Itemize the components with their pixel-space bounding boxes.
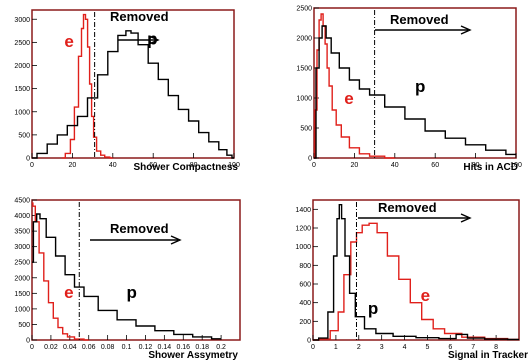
y-tick-label: 0: [26, 156, 30, 163]
series-label-p: p: [368, 299, 378, 318]
y-tick-label: 1500: [14, 291, 30, 298]
x-axis-label: Hits in ACD: [463, 162, 518, 173]
x-tick-label: 100: [510, 162, 522, 169]
histogram-p: [313, 204, 519, 341]
histogram-e: [314, 13, 395, 159]
series-label-p: p: [415, 77, 425, 96]
x-tick-label: 7: [471, 344, 475, 351]
x-tick-label: 80: [190, 162, 198, 169]
y-tick-label: 2000: [14, 275, 30, 282]
panel-signal-in-tracker: 0 200 400 600 800 1000 1200 1400 0 1 2 3 4 5 6 7 8 Remov…: [295, 199, 528, 361]
panel-shower-assymetry: 0 500 1000 1500 2000 2500 3000 3500 4000 4500 0 0.0…: [14, 198, 241, 361]
y-tick-label: 4500: [14, 198, 30, 205]
x-axis-label: Shower Assymetry: [148, 350, 238, 361]
removed-arrowhead: [460, 25, 472, 35]
y-tick-label: 1500: [296, 66, 312, 73]
series-label-p: p: [127, 283, 137, 302]
x-tick-label: 0.02: [44, 344, 58, 351]
y-tick-label: 3000: [14, 244, 30, 251]
removed-arrowhead: [460, 213, 472, 223]
y-tick-label: 800: [299, 263, 311, 270]
x-tick-label: 40: [391, 162, 399, 169]
x-tick-label: 0.14: [158, 344, 172, 351]
plot-frame: [31, 9, 235, 159]
y-tick-label: 500: [18, 132, 30, 139]
y-tick-label: 600: [299, 282, 311, 289]
x-tick-label: 20: [69, 162, 77, 169]
series-label-p: p: [147, 30, 157, 49]
x-tick-label: 0.12: [139, 344, 153, 351]
series-label-e: e: [64, 32, 73, 51]
removed-arrowhead: [148, 35, 160, 45]
y-tick-label: 1200: [295, 226, 311, 233]
plot-frame: [312, 199, 520, 341]
y-tick-label: 400: [299, 300, 311, 307]
x-tick-label: 100: [228, 162, 240, 169]
panel-hits-in-acd: 0 500 1000 1500 2000 2500 0 20 40 60 80 100 Removed…: [296, 6, 522, 174]
x-axis-label: Signal in Tracker: [448, 350, 528, 361]
y-tick-label: 1400: [295, 207, 311, 214]
x-tick-label: 60: [149, 162, 157, 169]
y-tick-label: 0: [308, 156, 312, 163]
x-tick-label: 4: [403, 344, 407, 351]
x-tick-label: 0.2: [216, 344, 226, 351]
x-tick-label: 5: [425, 344, 429, 351]
x-tick-label: 0.18: [195, 344, 209, 351]
y-tick-label: 2000: [296, 36, 312, 43]
x-tick-label: 1: [334, 344, 338, 351]
x-tick-label: 6: [448, 344, 452, 351]
y-tick-label: 1000: [14, 306, 30, 313]
x-tick-label: 2: [357, 344, 361, 351]
y-tick-label: 3000: [14, 17, 30, 24]
y-tick-label: 2500: [296, 6, 312, 13]
removed-label: Removed: [110, 221, 169, 236]
x-tick-label: 0.06: [82, 344, 96, 351]
x-tick-label: 60: [431, 162, 439, 169]
removed-label: Removed: [110, 9, 169, 24]
y-tick-label: 2000: [14, 63, 30, 70]
series-label-e: e: [421, 286, 430, 305]
x-axis-label: Shower Compactness: [134, 162, 239, 173]
x-tick-label: 0: [30, 162, 34, 169]
histogram-e: [62, 13, 113, 159]
y-tick-label: 1500: [14, 86, 30, 93]
removed-label: Removed: [390, 12, 449, 27]
y-tick-label: 0: [26, 338, 30, 345]
y-tick-label: 1000: [14, 109, 30, 116]
y-tick-label: 500: [300, 126, 312, 133]
y-tick-label: 500: [18, 322, 30, 329]
y-tick-label: 2500: [14, 260, 30, 267]
y-tick-label: 2500: [14, 40, 30, 47]
x-tick-label: 0: [311, 344, 315, 351]
y-tick-label: 200: [299, 319, 311, 326]
histogram-p: [32, 213, 222, 340]
series-label-e: e: [344, 89, 353, 108]
x-tick-label: 0.1: [122, 344, 132, 351]
series-label-e: e: [64, 283, 73, 302]
y-tick-label: 4000: [14, 213, 30, 220]
x-tick-label: 8: [494, 344, 498, 351]
x-tick-label: 20: [351, 162, 359, 169]
histogram-e: [313, 222, 519, 341]
x-tick-label: 0: [30, 344, 34, 351]
x-tick-label: 40: [109, 162, 117, 169]
x-tick-label: 80: [472, 162, 480, 169]
y-tick-label: 1000: [296, 96, 312, 103]
plot-frame: [31, 199, 241, 341]
x-tick-label: 0: [312, 162, 316, 169]
x-tick-label: 0.16: [176, 344, 190, 351]
histogram-p: [32, 30, 234, 159]
removed-label: Removed: [378, 200, 437, 215]
x-tick-label: 0.04: [63, 344, 77, 351]
y-tick-label: 1000: [295, 244, 311, 251]
x-tick-label: 3: [380, 344, 384, 351]
y-tick-label: 0: [307, 338, 311, 345]
plot-frame: [313, 7, 517, 159]
y-tick-label: 3500: [14, 229, 30, 236]
histogram-p: [314, 25, 516, 159]
panel-shower-compactness: 0 500 1000 1500 2000 2500 3000 0 20 40 60 80 100 Rem…: [14, 9, 240, 173]
x-tick-label: 0.08: [101, 344, 115, 351]
removed-arrowhead: [170, 235, 182, 245]
